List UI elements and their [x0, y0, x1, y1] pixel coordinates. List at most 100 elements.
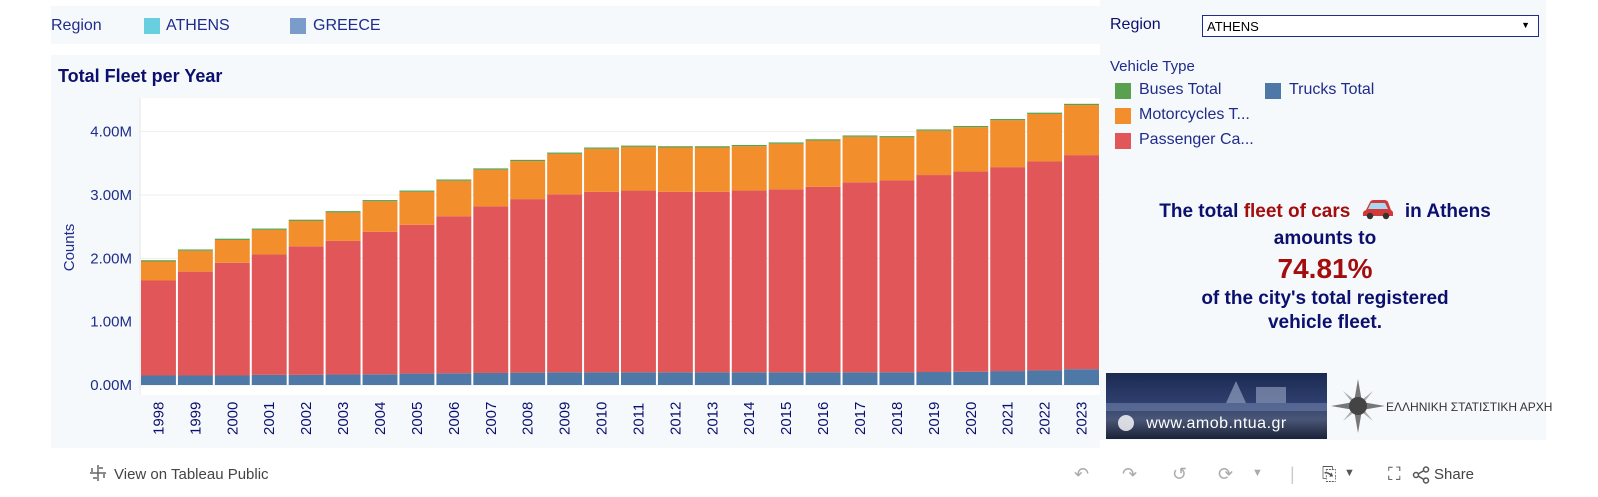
bar-segment[interactable]	[842, 182, 878, 373]
bar-segment[interactable]	[362, 374, 398, 385]
bar-segment[interactable]	[510, 372, 546, 385]
bar-segment[interactable]	[547, 152, 583, 154]
legend-athens[interactable]: ATHENS	[166, 17, 230, 34]
athens-swatch[interactable]	[144, 18, 160, 34]
bar-segment[interactable]	[953, 127, 989, 172]
bar-segment[interactable]	[214, 262, 250, 376]
bar-segment[interactable]	[214, 239, 250, 263]
bar-segment[interactable]	[584, 148, 619, 192]
region-select[interactable]: ATHENS ▼	[1202, 15, 1539, 37]
bar-segment[interactable]	[251, 374, 287, 385]
bar-segment[interactable]	[657, 191, 693, 373]
pause-dropdown-icon[interactable]: ▼	[1252, 467, 1263, 479]
bar-segment[interactable]	[916, 130, 952, 176]
bar-segment[interactable]	[768, 143, 804, 190]
share-icon[interactable]	[1412, 466, 1430, 484]
bar-segment[interactable]	[436, 180, 472, 217]
bar-segment[interactable]	[1027, 113, 1063, 162]
legend-greece[interactable]: GREECE	[313, 17, 381, 34]
refresh-icon[interactable]: ⟳	[1218, 464, 1234, 484]
bar-segment[interactable]	[251, 254, 287, 375]
bar-segment[interactable]	[768, 189, 804, 373]
bar-segment[interactable]	[1064, 155, 1099, 370]
bar-segment[interactable]	[362, 231, 398, 375]
bar-segment[interactable]	[1064, 105, 1099, 156]
bar-segment[interactable]	[325, 240, 361, 375]
bar-segment[interactable]	[288, 246, 324, 375]
bar-segment[interactable]	[731, 144, 767, 147]
bar-segment[interactable]	[325, 374, 361, 385]
bar-segment[interactable]	[399, 373, 435, 385]
bar-segment[interactable]	[177, 375, 213, 386]
bar-segment[interactable]	[953, 171, 989, 372]
bar-segment[interactable]	[473, 168, 509, 170]
bar-segment[interactable]	[399, 190, 435, 192]
bar-segment[interactable]	[953, 125, 989, 128]
greece-swatch[interactable]	[290, 18, 306, 34]
bar-segment[interactable]	[621, 190, 656, 373]
bar-segment[interactable]	[547, 153, 583, 195]
bar-segment[interactable]	[694, 372, 730, 385]
bar-segment[interactable]	[214, 238, 250, 240]
revert-icon[interactable]: ↺	[1172, 464, 1188, 484]
bar-segment[interactable]	[879, 137, 915, 181]
bar-segment[interactable]	[547, 194, 583, 373]
bar-segment[interactable]	[288, 220, 324, 247]
bar-segment[interactable]	[657, 372, 693, 385]
bar-segment[interactable]	[768, 372, 804, 385]
bar-segment[interactable]	[473, 169, 509, 207]
bar-segment[interactable]	[473, 372, 509, 385]
bar-segment[interactable]	[436, 179, 472, 181]
bar-segment[interactable]	[325, 211, 361, 213]
bar-segment[interactable]	[1064, 369, 1099, 385]
bar-segment[interactable]	[510, 199, 546, 373]
share-button[interactable]: Share	[1434, 466, 1475, 483]
bar-segment[interactable]	[657, 147, 693, 192]
bar-segment[interactable]	[694, 147, 730, 192]
bar-segment[interactable]	[510, 161, 546, 200]
bar-segment[interactable]	[288, 374, 324, 385]
bar-segment[interactable]	[399, 224, 435, 374]
bar-chart[interactable]: 0.00M 1.00M 2.00M 3.00M 4.00M Counts 1998 1999 2…	[51, 98, 1100, 444]
bar-segment[interactable]	[805, 140, 841, 187]
amob-banner[interactable]: www.amob.ntua.gr	[1106, 373, 1327, 439]
view-on-tableau-link[interactable]: View on Tableau Public	[114, 466, 269, 483]
bar-segment[interactable]	[694, 146, 730, 148]
bar-segment[interactable]	[251, 228, 287, 230]
tableau-logo-icon[interactable]	[88, 463, 108, 483]
bar-segment[interactable]	[473, 206, 509, 373]
bar-segment[interactable]	[621, 146, 656, 191]
chevron-down-icon[interactable]: ▼	[1521, 20, 1530, 30]
fullscreen-icon[interactable]: ⛶	[1388, 464, 1401, 484]
bar-segment[interactable]	[916, 372, 952, 385]
bar-segment[interactable]	[879, 372, 915, 385]
bar-segment[interactable]	[288, 219, 324, 221]
bar-segment[interactable]	[842, 136, 878, 183]
bar-segment[interactable]	[805, 186, 841, 373]
bar-segment[interactable]	[436, 373, 472, 385]
bar-segment[interactable]	[584, 147, 619, 149]
bar-segment[interactable]	[731, 190, 767, 373]
bar-segment[interactable]	[177, 249, 213, 251]
bar-segment[interactable]	[325, 212, 361, 241]
bar-segment[interactable]	[621, 145, 656, 147]
bar-segment[interactable]	[141, 280, 176, 376]
bar-segment[interactable]	[953, 371, 989, 385]
bar-segment[interactable]	[251, 229, 287, 255]
bar-segment[interactable]	[510, 159, 546, 162]
bar-segment[interactable]	[731, 146, 767, 191]
bar-segment[interactable]	[141, 261, 176, 281]
redo-icon[interactable]: ↷	[1122, 464, 1138, 484]
bar-segment[interactable]	[399, 191, 435, 225]
bar-segment[interactable]	[694, 191, 730, 373]
download-dropdown-icon[interactable]: ▼	[1344, 467, 1355, 479]
bar-segment[interactable]	[805, 372, 841, 385]
bar-segment[interactable]	[842, 372, 878, 385]
bar-segment[interactable]	[916, 175, 952, 373]
bar-segment[interactable]	[768, 142, 804, 144]
bar-segment[interactable]	[362, 201, 398, 232]
bar-segment[interactable]	[177, 271, 213, 376]
bar-segment[interactable]	[731, 372, 767, 385]
bar-segment[interactable]	[362, 200, 398, 202]
bar-segment[interactable]	[584, 372, 619, 385]
